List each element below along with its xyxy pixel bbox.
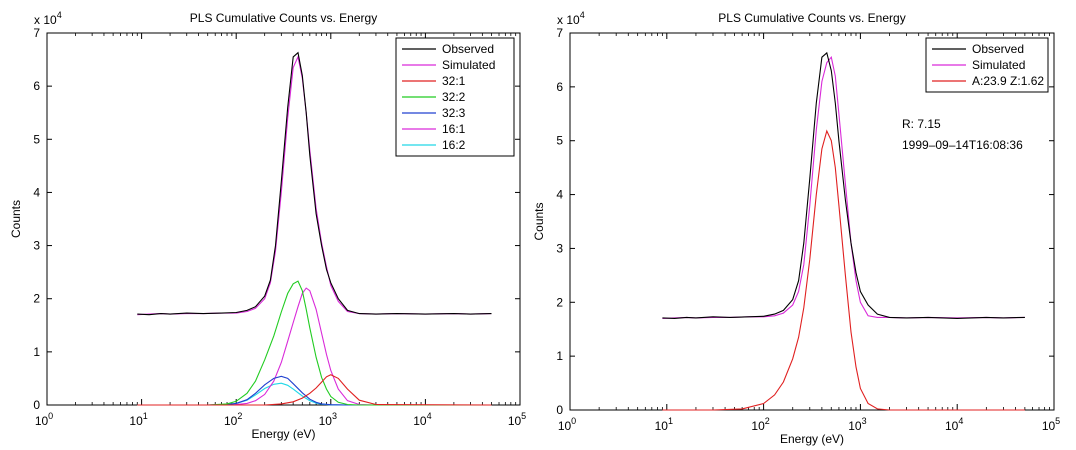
- y-tick-label: 1: [556, 349, 563, 363]
- y-tick-label: 6: [33, 79, 40, 93]
- plot-area: [569, 32, 1055, 411]
- legend: Observed Simulated 32:1 32:2 32:3 16:1 16:2: [395, 37, 515, 157]
- x-tick-label: 103: [848, 416, 866, 433]
- annotation-text: 1999–09–14T16:08:36: [902, 138, 1023, 152]
- y-tick-label: 3: [33, 239, 40, 253]
- y-exponent-value: 4: [57, 10, 62, 20]
- legend-label: 16:1: [442, 122, 466, 136]
- y-exponent-value: 4: [580, 10, 585, 20]
- y-axis-label: Counts: [532, 202, 546, 240]
- y-tick-label: 4: [556, 188, 563, 202]
- y-tick-label: 0: [33, 398, 40, 412]
- legend-label: 32:2: [442, 90, 466, 104]
- x-tick-exponent: 0: [48, 411, 53, 421]
- x-axis-label: Energy (eV): [780, 432, 844, 446]
- x-tick-exponent: 5: [1055, 416, 1060, 426]
- legend-label: 32:1: [442, 74, 466, 88]
- y-tick-label: 1: [33, 345, 40, 359]
- series-line-observed: [137, 51, 492, 316]
- x-tick-exponent: 5: [521, 411, 526, 421]
- y-tick-label: 7: [33, 26, 40, 40]
- x-tick-exponent: 1: [143, 411, 148, 421]
- y-tick-label: 7: [556, 26, 563, 40]
- x-tick-exponent: 3: [332, 411, 337, 421]
- x-tick-exponent: 3: [862, 416, 867, 426]
- chart-panel-2: PLS Cumulative Counts vs. Energy x 104 0 1 2…: [532, 10, 1060, 446]
- x-tick-label: 100: [35, 411, 53, 428]
- x-tick-label: 103: [319, 411, 337, 428]
- legend-label: 32:3: [442, 106, 466, 120]
- x-tick-exponent: 4: [427, 411, 432, 421]
- y-tick-label: 6: [556, 80, 563, 94]
- x-tick-exponent: 4: [958, 416, 963, 426]
- x-tick-label: 102: [751, 416, 769, 433]
- x-tick-label: 100: [558, 416, 576, 433]
- y-tick-label: 2: [556, 295, 563, 309]
- x-tick-exponent: 2: [237, 411, 242, 421]
- legend-label: Observed: [972, 42, 1024, 56]
- legend-label: 16:2: [442, 138, 466, 152]
- x-tick-label: 102: [224, 411, 242, 428]
- y-tick-label: 0: [556, 403, 563, 417]
- y-tick-label: 4: [33, 185, 40, 199]
- series-line-32-1: [137, 374, 492, 406]
- legend-label: Simulated: [442, 58, 495, 72]
- y-tick-label: 5: [556, 134, 563, 148]
- chart-panel-1: PLS Cumulative Counts vs. Energy x 104 0 1 2…: [9, 10, 526, 441]
- x-tick-label: 104: [413, 411, 431, 428]
- x-tick-label: 101: [129, 411, 147, 428]
- x-tick-exponent: 0: [571, 416, 576, 426]
- legend-label: Observed: [442, 42, 494, 56]
- chart-title: PLS Cumulative Counts vs. Energy: [190, 11, 377, 25]
- legend: Observed Simulated A:23.9 Z:1.62: [925, 37, 1049, 93]
- y-exponent-label: x 104: [557, 10, 585, 27]
- series-line-32-2: [137, 280, 492, 406]
- legend-label: Simulated: [972, 58, 1025, 72]
- y-axis-label: Counts: [9, 200, 23, 238]
- x-tick-exponent: 2: [765, 416, 770, 426]
- y-exponent-label: x 104: [34, 10, 62, 27]
- y-tick-label: 3: [556, 241, 563, 255]
- x-tick-label: 105: [1042, 416, 1060, 433]
- series-line-a-23-9-z-1-62: [662, 129, 1025, 411]
- legend-label: A:23.9 Z:1.62: [972, 74, 1044, 88]
- chart-title: PLS Cumulative Counts vs. Energy: [718, 11, 905, 25]
- x-axis-label: Energy (eV): [251, 427, 315, 441]
- series-line-observed: [662, 51, 1025, 319]
- x-tick-exponent: 1: [668, 416, 673, 426]
- y-tick-label: 2: [33, 292, 40, 306]
- x-tick-label: 105: [508, 411, 526, 428]
- x-tick-label: 101: [655, 416, 673, 433]
- series-line-32-3: [137, 375, 492, 406]
- y-tick-label: 5: [33, 132, 40, 146]
- annotation-text: R: 7.15: [902, 117, 941, 131]
- x-tick-label: 104: [945, 416, 963, 433]
- series-line-16-1: [137, 287, 492, 406]
